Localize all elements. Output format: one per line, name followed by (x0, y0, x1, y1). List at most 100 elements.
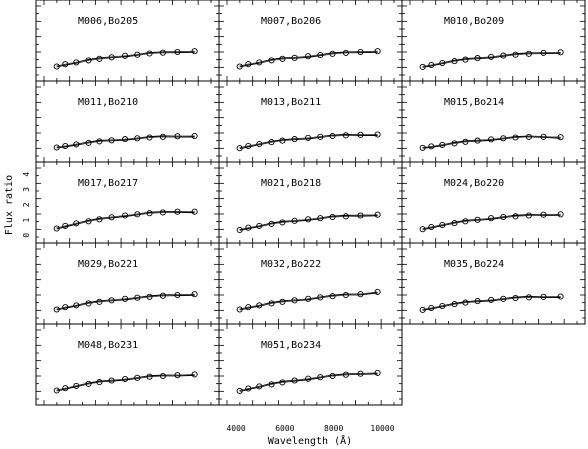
data-point (159, 49, 166, 56)
data-point (512, 294, 519, 302)
data-point (108, 54, 115, 61)
data-point (108, 377, 115, 384)
data-point (122, 136, 129, 143)
data-point (305, 216, 312, 223)
data-point (462, 138, 469, 145)
data-point (236, 226, 243, 234)
data-point (428, 143, 435, 150)
data-point (73, 141, 80, 148)
data-point (462, 56, 469, 63)
data-point (256, 140, 263, 148)
data-point (159, 209, 166, 216)
data-point (174, 372, 181, 379)
panel-m017-bo217: M017,Bo217 (35, 161, 220, 244)
x-axis-label: Wavelength (Å) (268, 434, 352, 447)
data-point (134, 211, 141, 218)
data-point (53, 144, 60, 151)
data-point (191, 208, 198, 215)
data-point (62, 61, 69, 68)
data-point (191, 291, 198, 298)
data-point (236, 145, 243, 152)
data-point (236, 63, 243, 70)
y-axis-label: Flux ratio (4, 175, 15, 235)
data-point (451, 301, 458, 308)
data-point (305, 295, 312, 302)
panel-frame (218, 161, 403, 244)
data-point (73, 302, 80, 309)
panel-m024-bo220: M024,Bo220 (401, 161, 586, 244)
data-point (122, 295, 129, 302)
data-point (256, 302, 263, 309)
data-point (174, 291, 181, 299)
data-point (268, 381, 275, 388)
panel-title: M032,Bo222 (261, 259, 321, 270)
data-point (342, 132, 349, 139)
panel-m006-bo205: M006,Bo205 (35, 0, 220, 82)
data-point (357, 291, 364, 298)
data-point (329, 213, 336, 221)
panel-frame (401, 161, 586, 244)
data-point (108, 214, 115, 221)
data-point (305, 134, 312, 141)
data-point (245, 224, 252, 231)
panel-frame (35, 323, 220, 406)
panel-m048-bo231: M048,Bo231 (35, 323, 220, 406)
data-point (557, 49, 564, 56)
data-point (488, 53, 495, 60)
panel-frame (218, 80, 403, 163)
data-point (159, 292, 166, 299)
data-point (342, 291, 349, 299)
panel-m051-bo234: M051,Bo234 (218, 323, 403, 406)
data-point (500, 295, 507, 302)
data-point (500, 135, 507, 142)
data-point (291, 136, 298, 143)
data-point (268, 139, 275, 146)
data-point (374, 288, 381, 295)
data-point (73, 220, 80, 227)
panel-m007-bo206: M007,Bo206 (218, 0, 403, 82)
data-point (256, 59, 263, 66)
data-point (451, 140, 458, 147)
panel-m010-bo209: M010,Bo209 (401, 0, 586, 82)
data-point (474, 137, 481, 144)
panel-m011-bo210: M011,Bo210 (35, 80, 220, 163)
data-point (428, 61, 435, 69)
data-point (451, 220, 458, 227)
data-point (291, 54, 298, 61)
data-point (73, 59, 80, 66)
data-point (245, 385, 252, 392)
panel-frame (401, 0, 586, 82)
panel-frame (35, 242, 220, 325)
panel-frame (35, 80, 220, 163)
observed-line (239, 291, 378, 310)
data-point (525, 133, 532, 140)
data-point (279, 55, 286, 62)
data-point (291, 297, 298, 304)
data-point (474, 55, 481, 62)
panel-title: M029,Bo221 (78, 259, 138, 270)
data-point (73, 382, 80, 389)
data-point (439, 59, 446, 67)
y-tick-label: 3 (22, 187, 31, 192)
data-point (474, 216, 481, 223)
data-point (96, 379, 103, 386)
data-point (512, 51, 519, 58)
data-point (512, 134, 519, 141)
data-point (122, 375, 129, 383)
x-tick-label: 4000 (226, 424, 245, 433)
data-point (525, 212, 532, 219)
data-point (557, 293, 564, 300)
data-point (419, 63, 426, 70)
panel-frame (401, 80, 586, 163)
data-point (245, 61, 252, 68)
data-point (108, 297, 115, 304)
data-point (342, 49, 349, 56)
data-point (540, 293, 547, 300)
data-point (256, 222, 263, 229)
data-point (329, 372, 336, 380)
data-point (317, 294, 324, 301)
data-point (236, 387, 243, 394)
data-point (329, 293, 336, 300)
data-point (53, 387, 60, 394)
data-point (191, 371, 198, 378)
